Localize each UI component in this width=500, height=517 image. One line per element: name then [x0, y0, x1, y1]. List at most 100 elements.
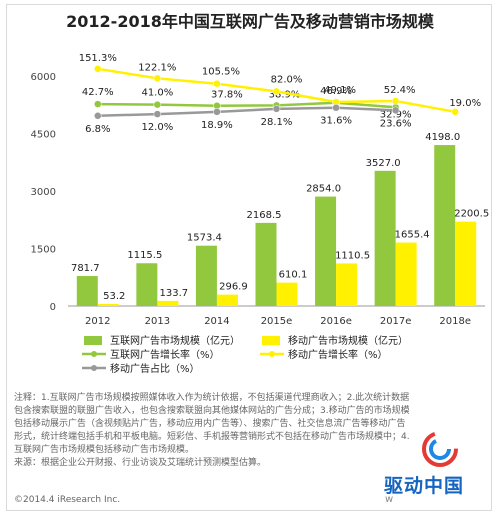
line-value-label: 49.1% [324, 85, 356, 96]
mobile-share-line-point [272, 105, 281, 113]
legend-swatch-marker [91, 365, 97, 371]
bar-internet [315, 196, 337, 306]
mobile-share-line [97, 106, 396, 118]
x-tick-label: 2013 [145, 316, 170, 327]
bar-mobile [276, 282, 298, 306]
note-line: 形式，统计终端包括手机和平板电脑。短彩信、手机报等营销形式不包括在移动广告市场规… [14, 432, 410, 442]
line-value-label: 19.0% [449, 98, 481, 109]
line-value-label: 105.5% [202, 67, 240, 78]
note-line: 互联网广告市场规模包括移动广告市场规模。 [14, 445, 195, 455]
mobile-share-line-point [94, 112, 102, 120]
x-tick-label: 2015e [261, 316, 293, 327]
x-tick-label: 2017e [380, 316, 412, 327]
bar-value-label: 3527.0 [366, 158, 401, 169]
line-value-label: 6.8% [85, 124, 110, 135]
bar-value-label: 53.2 [103, 291, 125, 302]
mobile-share-line-point [391, 106, 400, 115]
bar-mobile [395, 242, 417, 306]
bar-value-label: 1115.5 [127, 250, 162, 261]
line-value-label: 12.0% [141, 122, 173, 133]
notes-block: 注释：1.互联网广告市场规模按照媒体收入作为统计依据，不包括渠道代理商收入；2.… [14, 392, 488, 470]
legend-label: 移动广告占比（%） [110, 362, 200, 375]
mobile-growth-line-point [94, 65, 102, 73]
bar-value-label: 1655.4 [395, 230, 430, 241]
bar-value-label: 1110.5 [335, 250, 370, 261]
bar-value-label: 2168.5 [247, 210, 282, 221]
legend-swatch [84, 336, 102, 345]
bar-mobile [336, 263, 358, 306]
chart-svg: 0 1500 3000 4500 6000 781.7 1115.5 1573.4 2168.5… [31, 53, 490, 375]
bar-mobile [216, 294, 238, 306]
x-tick-label: 2014 [204, 316, 229, 327]
legend-label: 移动广告市场规模（亿元） [288, 334, 408, 347]
internet-growth-line [97, 101, 396, 109]
legend-swatch-marker [91, 351, 97, 357]
line-value-label: 46.9% [320, 86, 352, 97]
bar-mobile [157, 300, 179, 306]
bar-value-label: 781.7 [71, 263, 100, 274]
internet-growth-line-point [94, 100, 102, 108]
bar-internet [374, 170, 396, 306]
x-tick-label: 2016e [320, 316, 352, 327]
legend-swatch-marker [269, 351, 275, 357]
y-tick-label: 1500 [31, 245, 56, 256]
copyright: ©2014.4 iResearch Inc. [14, 495, 121, 505]
bar-internet [76, 276, 98, 306]
bar-mobile [455, 221, 477, 306]
legend-swatch [262, 336, 280, 345]
line-value-label: 31.6% [320, 116, 352, 127]
bar-internet [195, 245, 217, 306]
y-tick-label: 0 [50, 302, 56, 313]
legend-label: 互联网广告市场规模（亿元） [110, 334, 240, 347]
line-value-label: 122.1% [138, 62, 176, 73]
y-tick-label: 4500 [31, 130, 56, 141]
footer-fragment: w [385, 494, 394, 505]
line-value-label: 41.0% [141, 88, 173, 99]
y-tick-label: 6000 [31, 72, 56, 83]
mobile-share-line-point [153, 110, 162, 118]
line-value-label: 28.1% [261, 117, 293, 128]
bar-value-label: 2200.5 [454, 209, 489, 220]
internet-growth-line-point [153, 100, 162, 109]
watermark-text: 驱动中国 [384, 475, 465, 497]
line-value-label: 151.3% [79, 53, 117, 64]
chart-frame [6, 4, 492, 511]
bar-internet [434, 145, 456, 306]
mobile-growth-line-point [153, 74, 162, 83]
line-value-label: 82.0% [271, 74, 303, 85]
bar-value-label: 610.1 [279, 270, 308, 281]
bar-value-label: 1573.4 [187, 233, 222, 244]
bar-value-label: 2854.0 [306, 184, 341, 195]
line-value-label: 38.9% [269, 89, 301, 100]
line-value-label: 42.7% [82, 87, 114, 98]
note-line: 注释：1.互联网广告市场规模按照媒体收入作为统计依据，不包括渠道代理商收入；2.… [14, 393, 410, 403]
x-tick-label: 2012 [85, 316, 110, 327]
bar-mobile [97, 303, 119, 306]
bar-internet [255, 222, 277, 306]
mobile-growth-line-point [213, 79, 221, 88]
watermark-logo-icon [422, 431, 458, 467]
line-value-label: 23.6% [380, 118, 412, 129]
legend-label: 移动广告增长率（%） [288, 348, 388, 361]
legend-label: 互联网广告增长率（%） [110, 348, 220, 361]
mobile-growth-line-point [272, 87, 281, 96]
mobile-growth-line-point [451, 108, 459, 116]
line-value-label: 52.4% [384, 85, 416, 96]
line-value-label: 37.8% [211, 90, 243, 101]
bar-value-label: 296.9 [219, 282, 248, 293]
source-line: 来源：根据企业公开财报、行业访谈及艾瑞统计预测模型估算。 [14, 458, 267, 468]
y-tick-label: 3000 [31, 187, 56, 198]
mobile-share-line-point [213, 108, 221, 116]
chart-title: 2012-2018年中国互联网广告及移动营销市场规模 [66, 12, 434, 31]
x-tick-label: 2018e [439, 316, 471, 327]
bar-internet [136, 263, 158, 306]
note-line: 包括移动展示广告（含视频贴片广告，移动应用内广告等）、搜索广告、社交信息流广告等… [14, 419, 406, 429]
mobile-growth-line-point [391, 97, 400, 105]
mobile-share-line-point [332, 103, 340, 112]
line-value-label: 32.9% [380, 109, 412, 120]
note-line: 包含搜索联盟的联盟广告收入，也包含搜索联盟向其他媒体网站的广告分成；3.移动广告… [14, 406, 410, 416]
bar-value-label: 4198.0 [425, 132, 460, 143]
bar-value-label: 133.7 [160, 288, 189, 299]
line-value-label: 18.9% [201, 120, 233, 131]
watermark: 驱动中国 [384, 429, 484, 513]
